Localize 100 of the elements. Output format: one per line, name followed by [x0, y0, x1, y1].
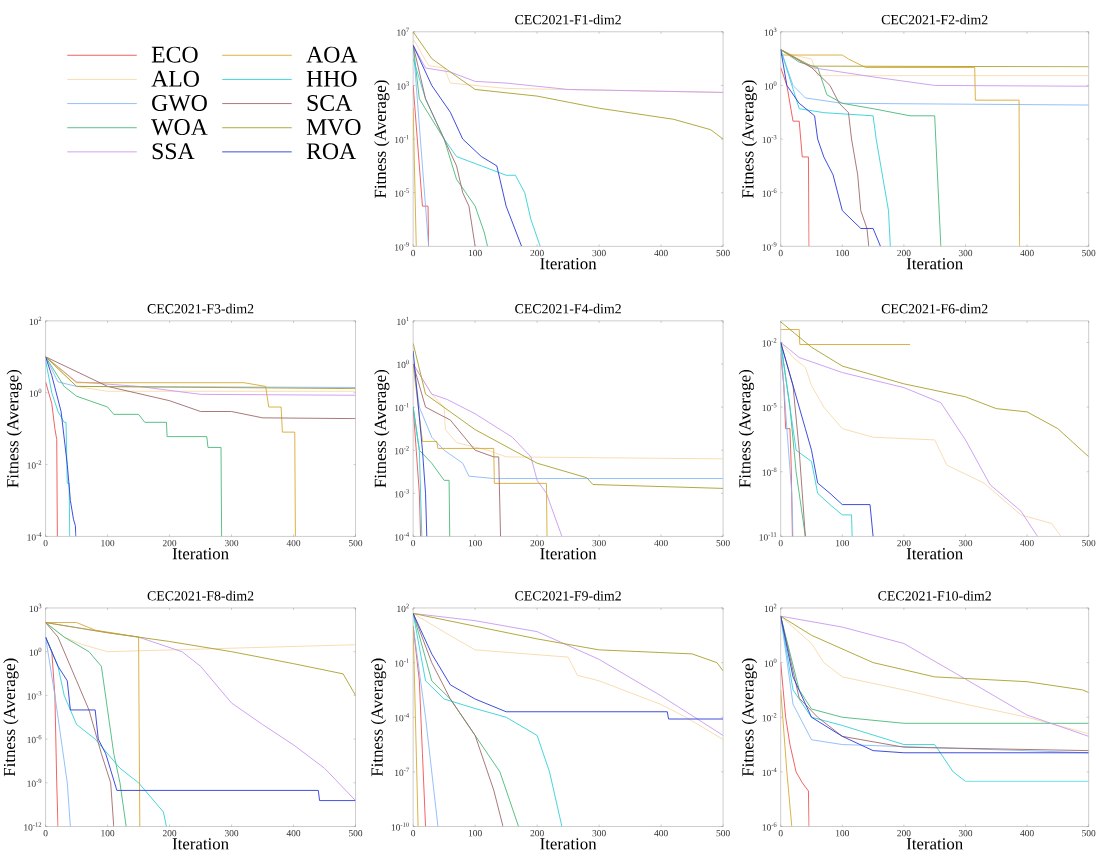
x-axis-title: Iteration [906, 257, 963, 270]
legend-label: SCA [307, 94, 353, 111]
x-tick-label: 400 [286, 539, 301, 547]
line-series [45, 359, 71, 537]
y-tick-label: 10$^{2}$ [397, 603, 409, 612]
x-tick-label: 0 [411, 829, 416, 837]
legend-label: ALO [151, 70, 199, 87]
y-tick-label: 10$^{-6}$ [762, 188, 777, 197]
x-tick-label: 400 [654, 249, 668, 257]
x-tick-label: 0 [411, 249, 416, 257]
line-series [780, 54, 1021, 247]
y-tick-label: 10$^{-3}$ [395, 489, 409, 498]
x-tick-label: 500 [716, 539, 730, 547]
x-tick-label: 0 [778, 539, 783, 547]
y-tick-label: 10$^{2}$ [29, 316, 42, 325]
x-tick-label: 500 [349, 539, 363, 547]
y-tick-label: 10$^{-1}$ [395, 658, 409, 667]
x-tick-label: 400 [1020, 829, 1034, 837]
x-axis-title: Iteration [906, 838, 963, 850]
y-tick-label: 10$^{-9}$ [395, 242, 409, 251]
x-tick-label: 100 [468, 539, 482, 547]
x-tick-label: 500 [716, 829, 730, 837]
y-tick-label: 10$^{-3}$ [762, 134, 777, 144]
x-tick-label: 300 [592, 249, 606, 257]
x-tick-label: 0 [43, 829, 48, 837]
x-tick-label: 500 [349, 829, 363, 837]
y-tick-label: 10$^{0}$ [397, 359, 409, 368]
x-tick-label: 0 [778, 249, 783, 257]
chart-title: CEC2021-F3-dim2 [147, 303, 254, 314]
x-tick-label: 200 [530, 249, 544, 257]
y-tick-label: 10$^{-6}$ [27, 734, 42, 744]
x-tick-label: 300 [224, 539, 239, 547]
y-axis-title: Fitness (Average) [741, 80, 758, 198]
y-tick-label: 10$^{0}$ [764, 81, 777, 90]
legend-label: AOA [306, 46, 358, 63]
x-axis-title: Iteration [540, 547, 597, 560]
legend-label: ECO [151, 46, 198, 63]
y-tick-label: 10$^{0}$ [29, 647, 42, 656]
y-tick-label: 10$^{-2}$ [762, 338, 777, 347]
x-tick-label: 300 [224, 829, 239, 837]
y-tick-label: 10$^{-1}$ [395, 134, 409, 144]
y-tick-label: 10$^{-5}$ [395, 188, 409, 197]
x-tick-label: 200 [162, 539, 177, 547]
y-tick-label: 10$^{0}$ [764, 658, 777, 667]
x-tick-label: 300 [592, 539, 606, 547]
y-tick-label: 10$^{-9}$ [27, 778, 42, 787]
x-tick-label: 300 [592, 829, 606, 837]
chart-title: CEC2021-F8-dim2 [147, 590, 254, 601]
y-axis-title: Fitness (Average) [738, 369, 754, 488]
y-axis-title: Fitness (Average) [6, 369, 22, 488]
x-tick-label: 400 [654, 539, 668, 547]
x-tick-label: 100 [836, 249, 849, 257]
x-tick-label: 100 [836, 829, 849, 837]
line-series [780, 66, 810, 247]
y-tick-label: 10$^{7}$ [397, 27, 409, 36]
x-tick-label: 400 [1020, 249, 1034, 257]
chart-title: CEC2021-F10-dim2 [878, 590, 991, 601]
x-tick-label: 500 [716, 249, 730, 257]
y-tick-label: 10$^{3}$ [397, 81, 409, 90]
y-tick-label: 10$^{-6}$ [762, 822, 777, 831]
x-tick-label: 100 [468, 249, 482, 257]
x-tick-label: 300 [958, 539, 973, 547]
x-tick-label: 500 [1082, 829, 1096, 837]
y-tick-label: 10$^{-4}$ [395, 532, 410, 541]
legend-label: MVO [306, 119, 361, 136]
y-tick-label: 10$^{-1}$ [395, 402, 409, 412]
y-tick-label: 10$^{0}$ [29, 388, 42, 397]
y-tick-label: 10$^{3}$ [29, 603, 42, 612]
y-tick-label: 10$^{1}$ [397, 316, 409, 325]
legend-label: HHO [306, 70, 357, 87]
line-series [413, 31, 724, 140]
x-tick-label: 100 [101, 829, 115, 837]
x-tick-label: 200 [897, 829, 911, 837]
legend-label: GWO [152, 94, 207, 111]
y-tick-label: 10$^{-7}$ [395, 767, 409, 776]
y-tick-label: 10$^{3}$ [764, 27, 777, 36]
x-axis-title: Iteration [172, 838, 229, 850]
y-tick-label: 10$^{-12}$ [24, 822, 42, 831]
y-axis-title: Fitness (Average) [374, 369, 390, 488]
x-tick-label: 400 [654, 829, 668, 837]
y-axis-title: Fitness (Average) [370, 658, 387, 777]
x-tick-label: 100 [101, 539, 115, 547]
chart-title: CEC2021-F1-dim2 [515, 14, 621, 25]
y-tick-label: 10$^{-2}$ [395, 445, 409, 455]
y-tick-label: 10$^{2}$ [764, 603, 777, 612]
x-tick-label: 200 [897, 249, 911, 257]
x-tick-label: 300 [958, 829, 973, 837]
x-tick-label: 500 [1082, 249, 1096, 257]
chart-title: CEC2021-F9-dim2 [515, 590, 621, 601]
y-tick-label: 10$^{-10}$ [391, 822, 409, 831]
x-tick-label: 200 [530, 829, 544, 837]
y-tick-label: 10$^{-4}$ [762, 767, 777, 776]
line-series [413, 44, 523, 247]
line-series [45, 356, 356, 419]
x-tick-label: 200 [162, 829, 177, 837]
x-tick-label: 200 [897, 539, 911, 547]
line-series [780, 49, 942, 247]
y-tick-label: 10$^{-4}$ [395, 713, 410, 722]
y-tick-label: 10$^{-2}$ [762, 712, 777, 722]
x-tick-label: 300 [958, 249, 973, 257]
